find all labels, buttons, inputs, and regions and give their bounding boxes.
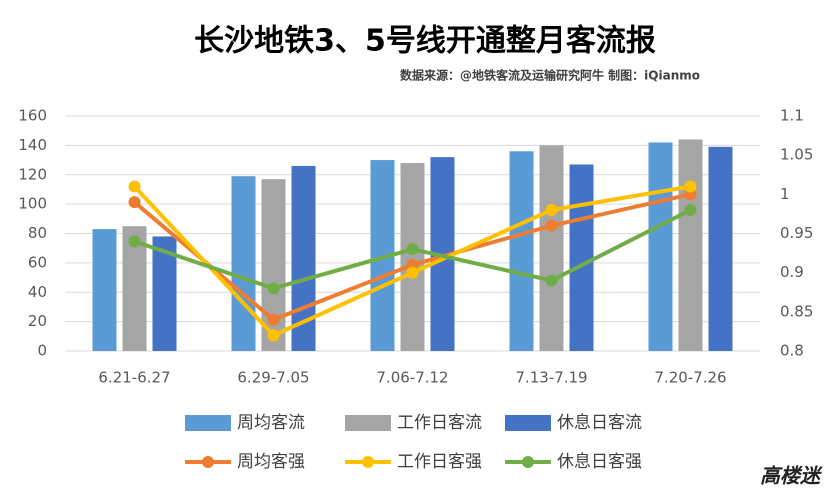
legend-label: 周均客流 bbox=[237, 413, 305, 433]
marker bbox=[267, 329, 280, 342]
chart-title: 长沙地铁3、5号线开通整月客流报 bbox=[194, 24, 656, 59]
chart-subtitle: 数据来源：@地铁客流及运输研究阿牛 制图：iQianmo bbox=[400, 68, 700, 83]
marker bbox=[267, 282, 280, 295]
y2-tick-label: 1 bbox=[780, 185, 790, 203]
y2-tick-label: 0.95 bbox=[780, 224, 813, 242]
y-tick-label: 100 bbox=[18, 195, 47, 213]
legend-marker bbox=[362, 456, 374, 468]
y2-tick-label: 1.05 bbox=[780, 146, 813, 164]
marker bbox=[545, 274, 558, 287]
y-tick-label: 160 bbox=[18, 107, 47, 125]
bar bbox=[92, 229, 117, 351]
legend-swatch bbox=[505, 415, 551, 431]
x-tick-label: 7.13-7.19 bbox=[515, 369, 587, 387]
bar bbox=[509, 151, 534, 351]
legend-swatch bbox=[345, 415, 391, 431]
legend-marker bbox=[202, 456, 214, 468]
marker bbox=[267, 313, 280, 326]
marker bbox=[684, 180, 697, 193]
bar bbox=[400, 163, 425, 351]
marker bbox=[128, 196, 141, 209]
marker bbox=[128, 180, 141, 193]
marker bbox=[545, 204, 558, 216]
legend-label: 休息日客强 bbox=[557, 452, 642, 472]
bar bbox=[231, 176, 256, 351]
y-tick-label: 20 bbox=[28, 312, 47, 330]
y-tick-label: 0 bbox=[37, 342, 47, 360]
x-tick-label: 6.29-7.05 bbox=[237, 369, 309, 387]
y2-tick-label: 0.9 bbox=[780, 263, 804, 281]
legend-label: 休息日客流 bbox=[557, 413, 642, 433]
watermark: 高楼迷 bbox=[760, 464, 823, 488]
bar bbox=[648, 142, 673, 351]
x-tick-label: 7.06-7.12 bbox=[376, 369, 448, 387]
legend-label: 周均客强 bbox=[237, 452, 305, 472]
y-tick-label: 80 bbox=[28, 224, 47, 242]
y-tick-label: 120 bbox=[18, 165, 47, 183]
bar bbox=[708, 146, 733, 351]
legend-swatch bbox=[185, 415, 231, 431]
y2-tick-label: 0.8 bbox=[780, 342, 804, 360]
bar bbox=[569, 164, 594, 351]
bar bbox=[539, 145, 564, 351]
marker bbox=[128, 235, 141, 248]
legend-label: 工作日客强 bbox=[397, 452, 482, 472]
x-tick-label: 6.21-6.27 bbox=[98, 369, 170, 387]
marker bbox=[684, 204, 697, 216]
y2-tick-label: 0.85 bbox=[780, 302, 813, 320]
legend-marker bbox=[522, 456, 534, 468]
x-tick-label: 7.20-7.26 bbox=[654, 369, 726, 387]
legend-label: 工作日客流 bbox=[397, 413, 482, 433]
y-tick-label: 60 bbox=[28, 253, 47, 271]
y2-tick-label: 1.1 bbox=[780, 107, 804, 125]
bar bbox=[678, 139, 703, 351]
marker bbox=[406, 243, 419, 256]
y-tick-label: 140 bbox=[18, 136, 47, 154]
marker bbox=[545, 219, 558, 232]
y-tick-label: 40 bbox=[28, 283, 47, 301]
marker bbox=[406, 266, 419, 279]
